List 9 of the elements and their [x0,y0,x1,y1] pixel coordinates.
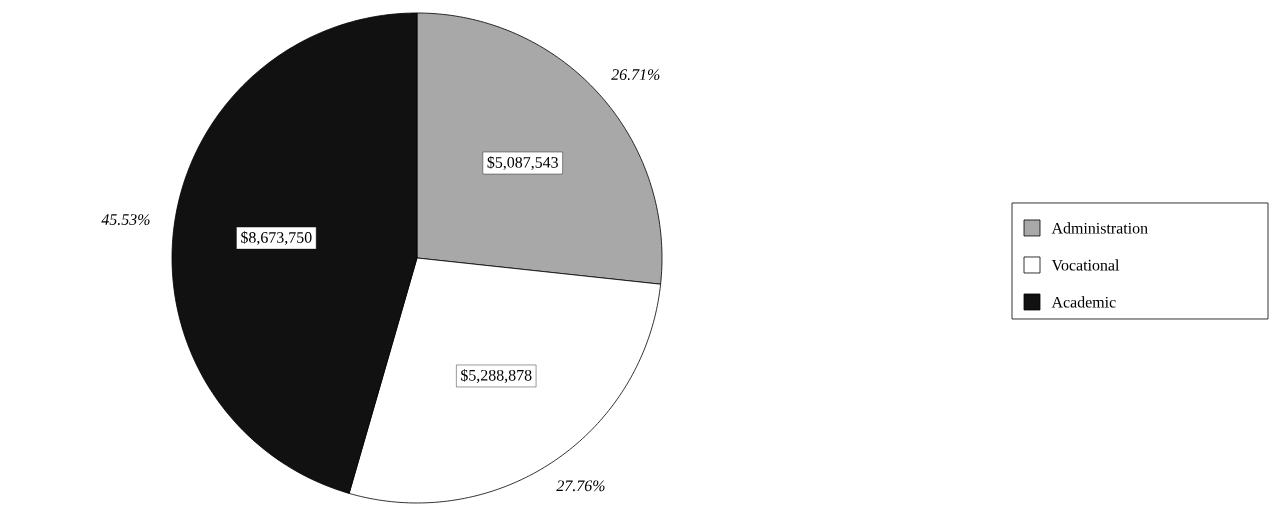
legend-label: Academic [1051,296,1116,308]
data-label: $5,288,878 [461,368,532,383]
text: 27.76% [556,480,605,492]
legend-label: Administration [1051,222,1148,234]
legend-label: Vocational [1051,259,1120,271]
text: 45.53% [101,214,150,225]
data-label: $5,087,543 [487,156,558,171]
data-label: $8,673,750 [241,231,312,246]
text: 26.71% [611,69,660,81]
